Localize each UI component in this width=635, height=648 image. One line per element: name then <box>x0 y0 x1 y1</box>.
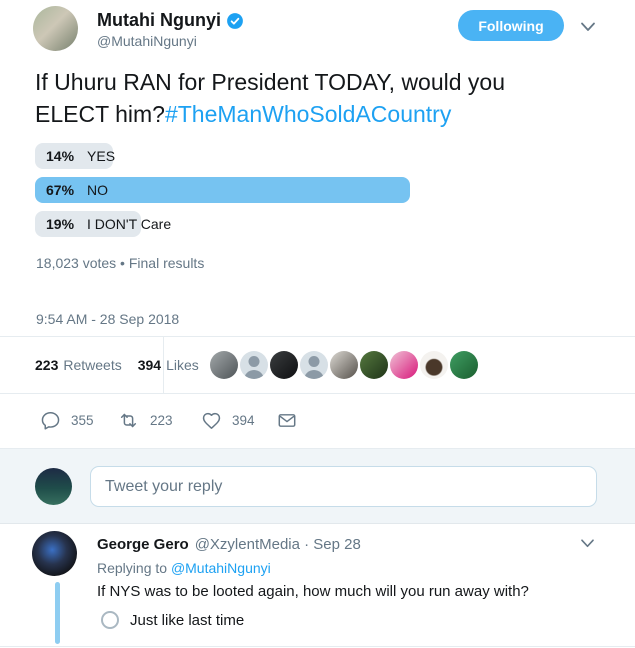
author-avatar[interactable] <box>33 6 78 51</box>
facepile <box>210 337 478 393</box>
reply-tweet: George Gero @XzylentMedia · Sep 28 Replyi… <box>0 523 635 647</box>
liker-avatar[interactable] <box>270 351 298 379</box>
reply-icon <box>40 410 61 431</box>
reply-author-avatar[interactable] <box>32 531 77 576</box>
like-action-count: 394 <box>232 412 255 428</box>
retweet-icon <box>117 410 140 431</box>
liker-avatar[interactable] <box>450 351 478 379</box>
retweet-button[interactable]: 223 <box>117 392 173 448</box>
tweet-text-line2: ELECT him? <box>35 101 165 127</box>
liker-avatar[interactable] <box>390 351 418 379</box>
poll-option-row: 14% YES <box>35 143 595 169</box>
like-button[interactable]: 394 <box>201 392 255 448</box>
stats-counts: 223 Retweets 394 Likes <box>35 337 215 393</box>
reply-header: George Gero @XzylentMedia · Sep 28 <box>97 536 361 553</box>
poll-option-row: 67% NO <box>35 177 595 203</box>
reply-author-meta: @XzylentMedia · Sep 28 <box>194 536 361 553</box>
verified-badge-icon <box>226 12 244 30</box>
replying-to-label: Replying to <box>97 560 168 576</box>
like-count[interactable]: 394 <box>137 357 162 373</box>
poll-meta: 18,023 votes • Final results <box>36 255 205 271</box>
tweet-text: If Uhuru RAN for President TODAY, would … <box>35 66 615 130</box>
reply-author-name[interactable]: George Gero <box>97 536 189 553</box>
poll-option-text: 67% NO <box>46 182 109 198</box>
poll-radio-icon[interactable] <box>101 611 119 629</box>
poll: 14% YES 67% NO 19% I DON'T Care <box>35 143 595 245</box>
heart-icon <box>201 410 222 431</box>
like-count-label[interactable]: Likes <box>166 357 199 373</box>
author-handle[interactable]: @MutahiNgunyi <box>97 33 197 49</box>
envelope-icon <box>276 410 298 431</box>
tweet-text-line1: If Uhuru RAN for President TODAY, would … <box>35 69 506 95</box>
author-name-text: Mutahi Ngunyi <box>97 10 221 30</box>
poll-bar <box>35 211 142 237</box>
liker-avatar-default[interactable] <box>240 351 268 379</box>
hashtag-link[interactable]: #TheManWhoSoldACountry <box>164 101 452 127</box>
tweet-header: Mutahi Ngunyi @MutahiNgunyi Following <box>0 0 635 62</box>
author-name[interactable]: Mutahi Ngunyi <box>97 10 244 31</box>
reply-input[interactable] <box>90 466 597 507</box>
poll-option-text: 19% I DON'T Care <box>46 216 172 232</box>
chevron-down-icon[interactable] <box>580 21 596 33</box>
liker-avatar[interactable] <box>210 351 238 379</box>
liker-avatar[interactable] <box>330 351 358 379</box>
tweet-action-bar: 355 223 394 <box>0 392 635 448</box>
reply-button[interactable]: 355 <box>40 392 94 448</box>
replying-to-line: Replying to @MutahiNgunyi <box>97 560 271 576</box>
poll-bar-winner <box>35 177 411 203</box>
reply-poll-option[interactable]: Just like last time <box>101 611 244 629</box>
direct-message-button[interactable] <box>276 392 298 448</box>
reply-action-count: 355 <box>71 412 94 428</box>
following-button[interactable]: Following <box>458 10 564 41</box>
retweet-count[interactable]: 223 <box>35 357 59 373</box>
reply-compose-section <box>0 448 635 524</box>
liker-avatar[interactable] <box>420 351 448 379</box>
reply-text: If NYS was to be looted again, how much … <box>97 583 529 600</box>
timestamp[interactable]: 9:54 AM - 28 Sep 2018 <box>36 311 180 327</box>
thread-connector-line <box>55 582 60 644</box>
retweet-action-count: 223 <box>150 412 173 428</box>
chevron-down-icon[interactable] <box>580 538 595 549</box>
liker-avatar[interactable] <box>360 351 388 379</box>
divider <box>163 337 164 393</box>
replying-to-mention-link[interactable]: @MutahiNgunyi <box>170 560 271 576</box>
stats-row: 223 Retweets 394 Likes <box>0 336 635 394</box>
poll-bar <box>35 143 114 169</box>
current-user-avatar <box>35 468 72 505</box>
poll-option-row: 19% I DON'T Care <box>35 211 595 237</box>
retweet-count-label[interactable]: Retweets <box>63 357 122 373</box>
poll-option-label: Just like last time <box>130 611 245 629</box>
poll-option-text: 14% YES <box>46 148 116 164</box>
liker-avatar-default[interactable] <box>300 351 328 379</box>
